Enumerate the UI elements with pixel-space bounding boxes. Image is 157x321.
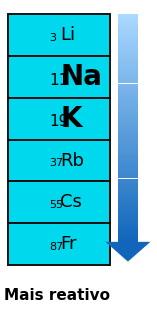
Bar	[118, 101, 138, 104]
Bar	[118, 17, 138, 20]
Bar	[118, 83, 138, 86]
Bar	[118, 98, 138, 101]
Text: 87: 87	[49, 241, 64, 252]
Bar	[118, 135, 138, 138]
Text: Cs: Cs	[60, 193, 82, 211]
Bar	[118, 112, 138, 115]
Bar	[118, 150, 138, 152]
Bar	[118, 193, 138, 196]
Bar	[118, 32, 138, 35]
Text: Mais reativo: Mais reativo	[3, 288, 110, 303]
Bar	[8, 14, 110, 56]
Bar	[118, 228, 138, 230]
Bar	[118, 147, 138, 150]
Text: Fr: Fr	[60, 235, 77, 253]
Bar	[118, 35, 138, 38]
Bar	[118, 29, 138, 32]
Bar	[118, 49, 138, 52]
Bar	[118, 225, 138, 227]
Text: Li: Li	[60, 26, 76, 44]
Bar	[118, 115, 138, 118]
Bar	[118, 233, 138, 236]
Bar	[118, 43, 138, 46]
Bar	[118, 130, 138, 133]
Bar	[118, 178, 138, 181]
Bar	[8, 181, 110, 223]
Bar	[118, 202, 138, 204]
Bar	[118, 144, 138, 147]
Bar	[118, 219, 138, 222]
Bar	[118, 155, 138, 158]
Bar	[118, 40, 138, 43]
Bar	[118, 161, 138, 164]
Bar	[118, 46, 138, 49]
Bar	[118, 81, 138, 83]
Bar	[118, 118, 138, 121]
Bar	[118, 52, 138, 55]
Bar	[118, 63, 138, 66]
Bar	[118, 216, 138, 219]
Bar	[8, 56, 110, 98]
Polygon shape	[106, 242, 150, 262]
Bar	[118, 236, 138, 239]
Text: 37: 37	[49, 158, 64, 168]
Bar	[8, 223, 110, 265]
Bar	[118, 58, 138, 60]
Bar	[118, 133, 138, 135]
Bar	[118, 55, 138, 57]
Bar	[118, 26, 138, 29]
Bar	[118, 121, 138, 124]
Bar	[118, 60, 138, 63]
Bar	[118, 72, 138, 75]
Bar	[118, 184, 138, 187]
Bar	[118, 124, 138, 127]
Bar	[118, 23, 138, 26]
Bar	[118, 104, 138, 107]
Bar	[118, 176, 138, 178]
Bar	[118, 138, 138, 141]
Bar	[118, 86, 138, 89]
Bar	[118, 89, 138, 92]
Bar	[118, 109, 138, 112]
Bar	[118, 92, 138, 95]
Bar	[118, 210, 138, 213]
Bar	[118, 107, 138, 109]
Text: K: K	[60, 105, 82, 133]
Bar	[118, 78, 138, 81]
Bar	[118, 230, 138, 233]
Bar	[118, 14, 138, 17]
Text: 3: 3	[49, 33, 57, 43]
Bar	[118, 207, 138, 210]
Bar	[118, 152, 138, 155]
Bar	[118, 199, 138, 202]
Bar	[118, 20, 138, 23]
Bar	[118, 66, 138, 69]
Bar	[118, 164, 138, 167]
Bar	[118, 187, 138, 190]
Bar	[118, 196, 138, 199]
Bar	[118, 158, 138, 161]
Text: Rb: Rb	[60, 152, 84, 169]
Bar	[118, 170, 138, 173]
Bar	[118, 141, 138, 144]
Bar	[118, 213, 138, 216]
Text: 11: 11	[49, 73, 69, 88]
Bar	[118, 204, 138, 207]
Bar	[118, 167, 138, 170]
Bar	[118, 190, 138, 193]
Bar	[118, 181, 138, 184]
Bar	[8, 140, 110, 181]
Bar	[118, 222, 138, 224]
Bar	[118, 173, 138, 176]
Bar	[118, 95, 138, 98]
Text: 55: 55	[49, 200, 63, 210]
Bar	[118, 75, 138, 78]
Text: Na: Na	[60, 63, 102, 91]
Text: 19: 19	[49, 115, 69, 129]
Bar	[118, 239, 138, 242]
Bar	[118, 38, 138, 40]
Bar	[118, 69, 138, 72]
Bar	[118, 127, 138, 130]
Bar	[8, 98, 110, 140]
